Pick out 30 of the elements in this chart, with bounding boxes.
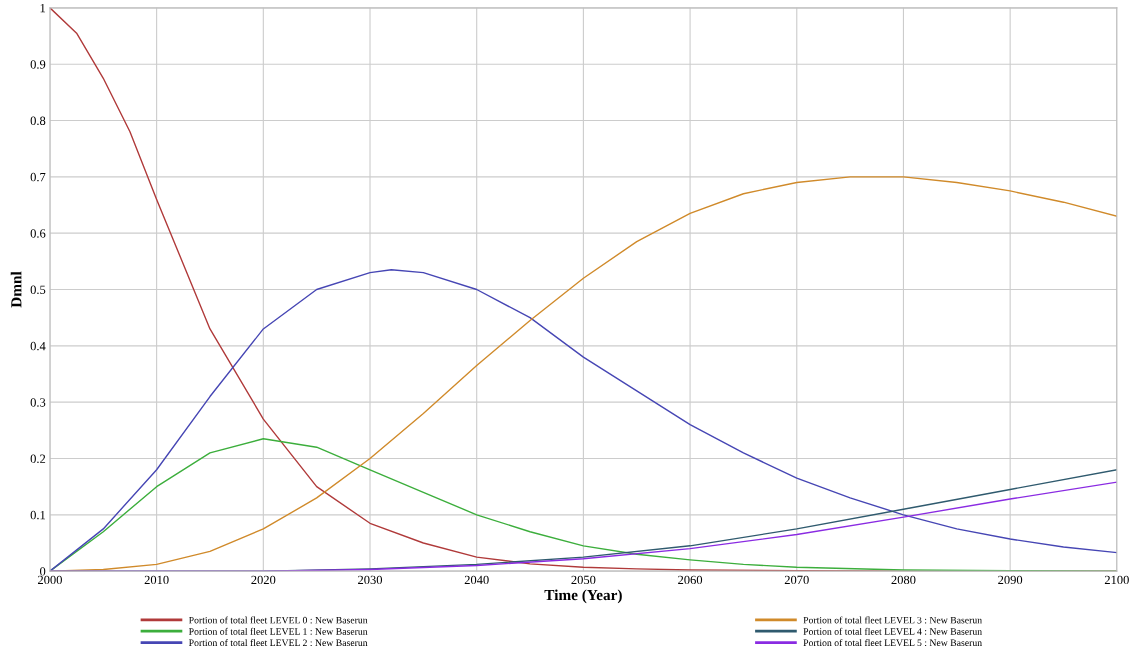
x-tick-label: 2040 <box>464 575 489 585</box>
legend-label: Portion of total fleet LEVEL 1 : New Baserun <box>188 627 368 635</box>
legend-label: Portion of total fleet LEVEL 0 : New Baserun <box>188 616 368 624</box>
y-tick-label: 0.1 <box>30 510 46 520</box>
x-tick-label: 2060 <box>678 575 703 585</box>
x-tick-label: 2050 <box>571 575 596 585</box>
x-tick-label: 2020 <box>251 575 276 585</box>
y-tick-label: 0.4 <box>30 341 46 351</box>
x-tick-label: 2030 <box>358 575 383 585</box>
legend-label: Portion of total fleet LEVEL 4 : New Baserun <box>803 627 982 635</box>
x-axis-title: Time (Year) <box>544 589 622 604</box>
y-tick-label: 0.2 <box>30 454 46 464</box>
y-tick-label: 0.8 <box>30 116 46 126</box>
x-tick-label: 2010 <box>144 575 169 585</box>
y-tick-label: 0 <box>40 567 46 576</box>
y-tick-label: 0.9 <box>30 60 46 69</box>
x-tick-label: 2080 <box>891 575 916 585</box>
legend-label: Portion of total fleet LEVEL 2 : New Baserun <box>188 639 368 647</box>
y-tick-label: 0.6 <box>30 229 46 238</box>
x-tick-label: 2000 <box>37 575 62 585</box>
y-tick-label: 1 <box>40 3 46 13</box>
legend-label: Portion of total fleet LEVEL 3 : New Baserun <box>803 616 982 624</box>
x-tick-label: 2100 <box>1104 575 1129 585</box>
legend-label: Portion of total fleet LEVEL 5 : New Baserun <box>803 639 982 647</box>
y-axis-title: Dmnl <box>10 271 22 308</box>
x-tick-label: 2090 <box>998 575 1023 585</box>
y-tick-label: 0.7 <box>30 172 46 182</box>
y-tick-label: 0.5 <box>30 285 46 295</box>
y-tick-label: 0.3 <box>30 398 46 407</box>
x-tick-label: 2070 <box>784 575 809 585</box>
